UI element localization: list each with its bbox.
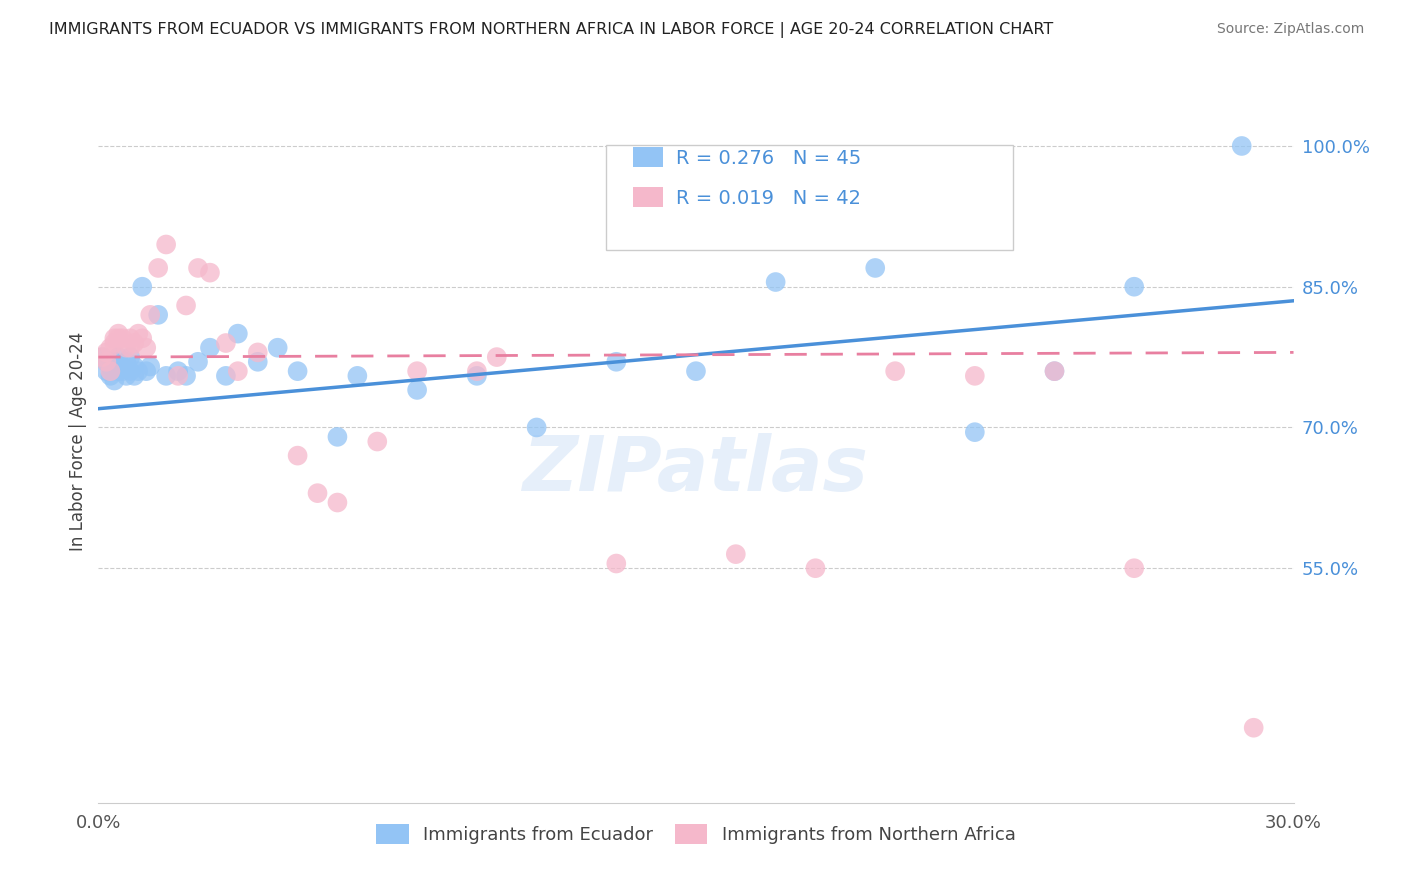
Point (124, 359, 146, 374)
Point (127, 364, 149, 378)
Point (107, 326, 129, 341)
Point (107, 350, 129, 364)
Point (485, 350, 508, 364)
Point (131, 279, 153, 293)
Point (307, 486, 329, 500)
Point (96, 345, 118, 359)
Point (111, 364, 134, 378)
Point (287, 364, 309, 378)
Point (246, 345, 269, 359)
Point (120, 341, 142, 355)
Point (174, 368, 197, 383)
Point (148, 260, 170, 275)
Point (115, 341, 138, 355)
Point (98, 359, 122, 374)
Y-axis label: In Labor Force | Age 20-24: In Labor Force | Age 20-24 (69, 332, 87, 551)
FancyBboxPatch shape (633, 147, 662, 167)
Point (187, 260, 209, 275)
Point (326, 495, 349, 509)
Point (139, 359, 162, 374)
Point (198, 266, 221, 280)
Point (174, 298, 197, 312)
Point (155, 368, 177, 383)
Point (124, 336, 146, 351)
Point (115, 355, 138, 369)
Point (963, 368, 986, 383)
Point (120, 364, 142, 378)
Point (1043, 364, 1066, 378)
FancyBboxPatch shape (633, 186, 662, 207)
Point (1043, 364, 1066, 378)
Point (685, 364, 707, 378)
Point (135, 364, 157, 378)
Point (103, 336, 125, 351)
Point (111, 331, 134, 345)
Point (526, 420, 548, 434)
Point (98, 364, 122, 378)
Point (326, 430, 349, 444)
Point (1123, 279, 1146, 293)
Point (1123, 561, 1146, 575)
Point (98, 341, 122, 355)
Point (406, 383, 429, 397)
Point (406, 364, 429, 378)
Point (91, 350, 114, 364)
Point (135, 341, 157, 355)
Point (346, 368, 368, 383)
Point (287, 449, 309, 463)
Text: ZIPatlas: ZIPatlas (523, 434, 869, 508)
Point (465, 368, 488, 383)
Point (246, 355, 269, 369)
Point (1243, 721, 1265, 735)
Point (187, 355, 209, 369)
Point (765, 275, 787, 289)
Point (111, 359, 134, 374)
Point (605, 355, 627, 369)
Point (120, 331, 142, 345)
Point (96, 364, 118, 378)
Point (724, 547, 747, 561)
Point (103, 331, 125, 345)
Point (804, 561, 827, 575)
Point (155, 237, 177, 252)
Point (167, 368, 190, 383)
Point (91, 350, 114, 364)
Text: R = 0.276   N = 45: R = 0.276 N = 45 (676, 149, 860, 168)
Point (107, 364, 129, 378)
Point (465, 364, 488, 378)
Point (124, 368, 146, 383)
Point (963, 425, 986, 439)
Point (215, 336, 238, 351)
Point (198, 341, 221, 355)
Point (96, 355, 118, 369)
Point (107, 331, 129, 345)
Point (120, 350, 142, 364)
Point (115, 368, 138, 383)
Point (267, 341, 290, 355)
Point (96, 355, 118, 369)
FancyBboxPatch shape (606, 145, 1012, 250)
Point (139, 308, 162, 322)
Point (884, 364, 907, 378)
Point (103, 374, 125, 388)
Point (167, 364, 190, 378)
Text: IMMIGRANTS FROM ECUADOR VS IMMIGRANTS FROM NORTHERN AFRICA IN LABOR FORCE | AGE : IMMIGRANTS FROM ECUADOR VS IMMIGRANTS FR… (49, 22, 1053, 38)
Point (605, 557, 627, 571)
Point (215, 368, 238, 383)
Point (226, 326, 249, 341)
Point (127, 326, 149, 341)
Point (131, 331, 153, 345)
Text: Source: ZipAtlas.com: Source: ZipAtlas.com (1216, 22, 1364, 37)
Point (1230, 139, 1253, 153)
Point (98, 368, 122, 383)
Point (865, 260, 887, 275)
Text: R = 0.019   N = 42: R = 0.019 N = 42 (676, 188, 860, 208)
Legend: Immigrants from Ecuador, Immigrants from Northern Africa: Immigrants from Ecuador, Immigrants from… (377, 824, 1015, 845)
Point (103, 355, 125, 369)
Point (226, 364, 249, 378)
Point (366, 434, 388, 449)
Point (148, 308, 170, 322)
